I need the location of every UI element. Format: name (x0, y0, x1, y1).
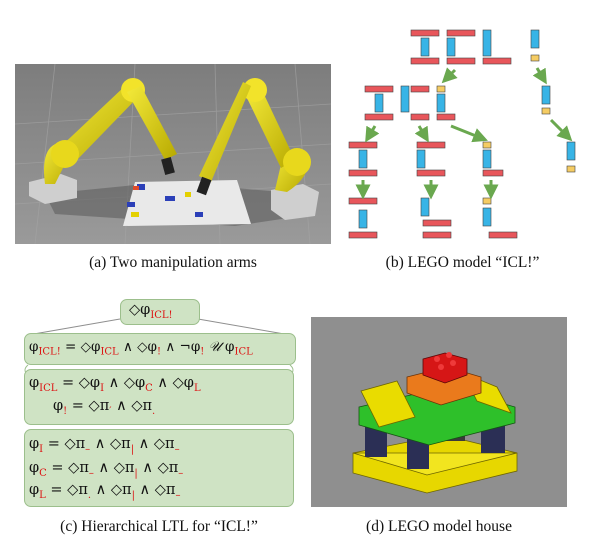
caption-a: (a) Two manipulation arms (89, 254, 257, 271)
root-formula-op: ◇φ (129, 302, 151, 318)
lego-house-scene (311, 317, 567, 507)
yellow-base-layer (352, 434, 518, 494)
red-top-brick (422, 352, 468, 384)
ltl-letter-formulas: φI = ◇π– ∧ ◇π| ∧ ◇π– φC = ◇π– ∧ ◇π| ∧ ◇π… (24, 429, 294, 507)
lego-icl-tree (348, 29, 576, 239)
ltl-word-formulas: φICL = ◇φI ∧ ◇φC ∧ ◇φL φ! = ◇π′ ∧ ◇π. (24, 369, 294, 425)
right-robot-arm (196, 78, 311, 196)
brick-group-primitives (348, 197, 518, 239)
left-robot-arm (43, 78, 177, 184)
right-arm-base (271, 184, 319, 220)
formula-icl-bang: φICL! = ◇φICL ∧ ◇φ! ∧ ¬φ! 𝒰 φICL (29, 339, 253, 358)
formula-icl: φICL = ◇φI ∧ ◇φC ∧ ◇φL (29, 375, 201, 394)
caption-d: (d) LEGO model house (366, 518, 512, 535)
brick-group-icl (364, 85, 456, 121)
formula-L: φL = ◇π. ∧ ◇π| ∧ ◇π– (29, 482, 181, 501)
decomposition-arrows (355, 67, 573, 200)
caption-c: (c) Hierarchical LTL for “ICL!” (60, 518, 258, 535)
robot-arms-render (15, 64, 331, 244)
lego-house-render (311, 317, 567, 507)
lego-icl-diagram (345, 22, 580, 246)
brick-group-icl-bang (410, 29, 540, 65)
ltl-root-node: ◇φICL! (120, 299, 200, 325)
work-table (123, 180, 251, 226)
formula-I: φI = ◇π– ∧ ◇π| ∧ ◇π– (29, 436, 180, 455)
ltl-top-formula: φICL! = ◇φICL ∧ ◇φ! ∧ ¬φ! 𝒰 φICL (24, 333, 296, 365)
robot-arms-scene (15, 64, 331, 244)
brick-group-letters (348, 141, 504, 177)
formula-bang: φ! = ◇π′ ∧ ◇π. (53, 398, 156, 417)
lego-bricks-on-table (127, 184, 203, 217)
ltl-hierarchy: ◇φICL! φICL! = ◇φICL ∧ ◇φ! ∧ ¬φ! 𝒰 φICL … (22, 295, 296, 511)
brick-group-bang (541, 85, 576, 173)
caption-b: (b) LEGO model “ICL!” (385, 254, 540, 271)
formula-C: φC = ◇π– ∧ ◇π| ∧ ◇π– (29, 460, 184, 479)
left-arm-base (29, 174, 77, 204)
root-formula-sub: ICL! (150, 309, 173, 321)
